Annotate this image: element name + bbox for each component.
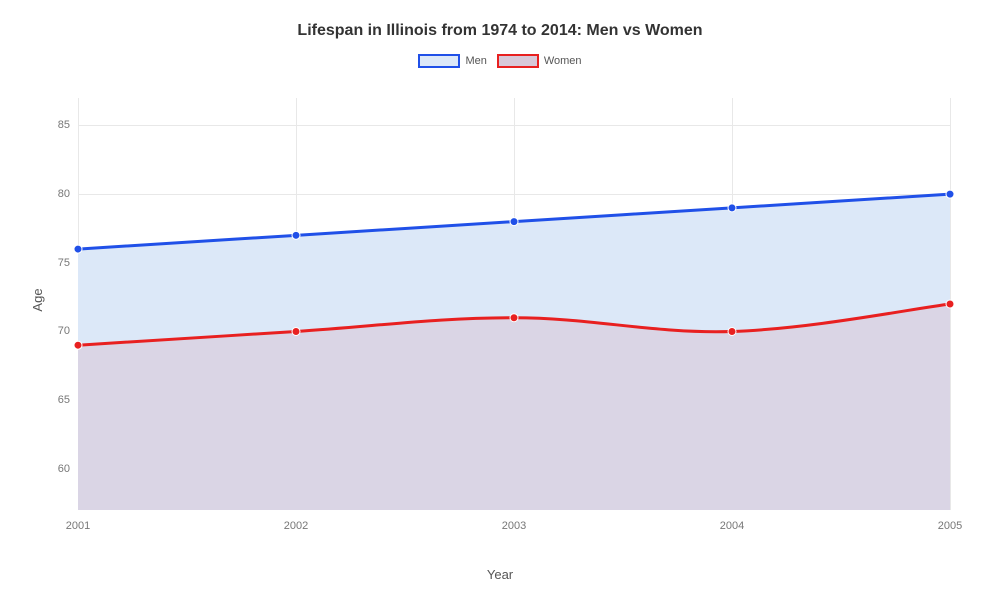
marker-men[interactable] xyxy=(74,245,82,253)
x-tick-label: 2004 xyxy=(720,520,744,532)
y-tick-label: 85 xyxy=(42,119,70,131)
x-tick-label: 2002 xyxy=(284,520,308,532)
y-tick-label: 60 xyxy=(42,463,70,475)
legend-label-men: Men xyxy=(465,55,486,67)
marker-men[interactable] xyxy=(946,190,954,198)
marker-women[interactable] xyxy=(728,327,736,335)
marker-women[interactable] xyxy=(510,314,518,322)
marker-women[interactable] xyxy=(946,300,954,308)
chart-title: Lifespan in Illinois from 1974 to 2014: … xyxy=(0,0,1000,40)
legend-swatch-women xyxy=(497,54,539,68)
legend-swatch-men xyxy=(418,54,460,68)
plot-area: 606570758085 20012002200320042005 xyxy=(78,98,950,510)
marker-men[interactable] xyxy=(728,204,736,212)
marker-men[interactable] xyxy=(292,231,300,239)
x-tick-label: 2001 xyxy=(66,520,90,532)
chart-svg xyxy=(78,98,950,510)
marker-men[interactable] xyxy=(510,218,518,226)
x-tick-label: 2005 xyxy=(938,520,962,532)
y-tick-label: 65 xyxy=(42,394,70,406)
legend: Men Women xyxy=(0,54,1000,68)
marker-women[interactable] xyxy=(292,327,300,335)
x-axis-title: Year xyxy=(487,567,513,582)
x-tick-label: 2003 xyxy=(502,520,526,532)
legend-item-men[interactable]: Men xyxy=(418,54,486,68)
legend-label-women: Women xyxy=(544,55,582,67)
y-axis-title: Age xyxy=(30,288,45,311)
marker-women[interactable] xyxy=(74,341,82,349)
legend-item-women[interactable]: Women xyxy=(497,54,582,68)
y-tick-label: 70 xyxy=(42,325,70,337)
chart-container: Lifespan in Illinois from 1974 to 2014: … xyxy=(0,0,1000,600)
y-tick-label: 80 xyxy=(42,188,70,200)
y-tick-label: 75 xyxy=(42,257,70,269)
